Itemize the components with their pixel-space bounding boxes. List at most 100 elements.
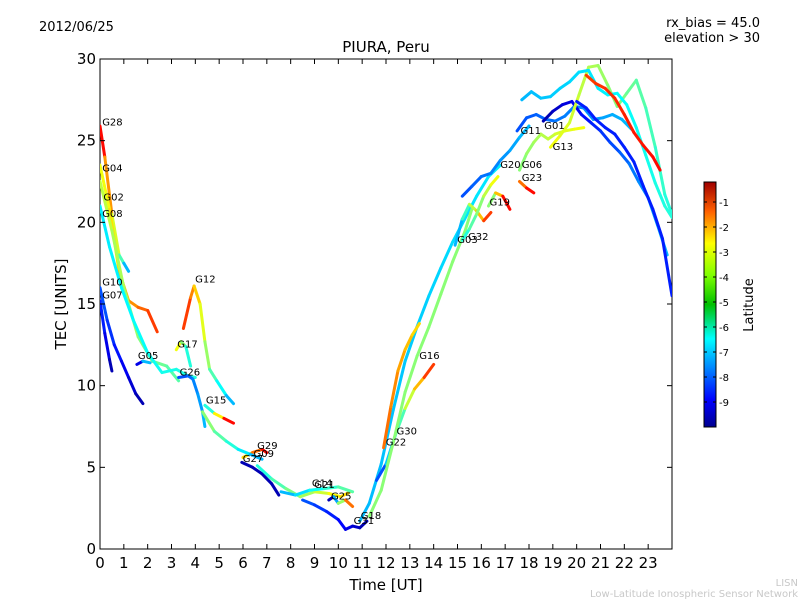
series-g24 (520, 68, 672, 219)
series-segment (544, 117, 557, 123)
series-g10 (100, 286, 145, 406)
series-segment (251, 447, 264, 455)
series-segment (103, 331, 111, 361)
series-segment (584, 106, 598, 121)
series-segment (439, 240, 455, 270)
colorbar (703, 181, 717, 428)
satellite-label-g19: G19 (490, 198, 510, 209)
series-segment (240, 460, 254, 469)
series-segment (498, 149, 512, 162)
series-segment (336, 485, 355, 494)
satellite-label-g10: G10 (102, 278, 122, 289)
series-segment (482, 211, 493, 223)
x-tick-label: 4 (191, 554, 201, 572)
series-segment (632, 131, 645, 148)
series-segment (403, 333, 414, 352)
series-segment (358, 519, 369, 530)
series-segment (117, 253, 126, 265)
series-segment (599, 129, 612, 144)
series-segment (615, 91, 629, 107)
series-segment (489, 158, 502, 175)
series-segment (224, 439, 240, 451)
y-tick-label: 25 (77, 132, 96, 150)
series-segment (160, 367, 178, 375)
x-tick-label: 8 (286, 554, 296, 572)
series-segment (108, 358, 114, 373)
satellite-label-g29: G29 (257, 441, 277, 452)
satellite-label-g21: G21 (314, 480, 334, 491)
series-segment (558, 80, 571, 90)
series-segment (572, 126, 586, 131)
series-g16 (367, 207, 474, 518)
series-segment (165, 364, 181, 383)
series-segment (553, 114, 567, 123)
series-segment (653, 181, 667, 208)
series-segment (622, 145, 636, 164)
satellite-label-g26: G26 (180, 368, 200, 379)
series-segment (594, 117, 607, 130)
series-segment (236, 447, 252, 456)
x-tick-label: 23 (639, 554, 658, 572)
series-segment (603, 86, 617, 100)
series-segment (568, 93, 581, 125)
x-tick-label: 9 (310, 554, 320, 572)
series-segment (422, 362, 436, 379)
satellite-label-g31: G31 (354, 516, 374, 527)
series-segment (181, 296, 193, 330)
series-g32 (460, 175, 500, 242)
series-segment (127, 299, 140, 309)
satellite-label-g06: G06 (522, 160, 542, 171)
series-segment (489, 175, 500, 187)
series-segment (136, 305, 150, 312)
series-segment (601, 113, 614, 120)
series-segment (198, 302, 207, 344)
series-segment (613, 132, 626, 149)
series-segment (313, 490, 331, 495)
colorbar-tick-label: -3 (719, 248, 729, 259)
series-segment (558, 121, 571, 138)
series-segment (344, 498, 355, 508)
series-segment (260, 447, 269, 455)
y-tick-label: 5 (86, 458, 96, 476)
series-segment (508, 135, 521, 152)
series-segment (467, 202, 479, 213)
series-segment (439, 260, 455, 296)
x-tick-label: 1 (119, 554, 129, 572)
series-segment (539, 95, 552, 100)
series-segment (203, 340, 212, 371)
series-segment (403, 354, 419, 394)
series-segment (110, 212, 121, 257)
series-layer (100, 64, 672, 531)
satellite-label-g07: G07 (102, 291, 122, 302)
series-g07 (100, 299, 114, 373)
series-segment (596, 86, 610, 97)
series-segment (146, 309, 159, 334)
series-segment (100, 180, 114, 232)
series-g_eve2 (584, 73, 662, 172)
series-segment (358, 501, 371, 523)
satellite-label-g11: G11 (521, 126, 541, 137)
series-segment (120, 286, 135, 322)
series-segment (651, 155, 662, 172)
x-tick-label: 7 (262, 554, 272, 572)
series-segment (324, 509, 340, 522)
series-segment (584, 73, 598, 85)
y-tick-label: 0 (86, 540, 96, 558)
satellite-label-g18: G18 (361, 511, 381, 522)
y-tick-label: 15 (77, 295, 96, 313)
series-segment (575, 100, 588, 110)
x-tick-label: 13 (400, 554, 419, 572)
series-segment (627, 162, 641, 183)
series-segment (248, 452, 264, 461)
series-segment (174, 340, 183, 352)
series-segment (625, 78, 638, 95)
series-segment (487, 191, 498, 208)
series-g15 (203, 403, 235, 425)
series-segment (551, 103, 564, 113)
series-segment (396, 348, 407, 373)
series-g12 (181, 284, 235, 406)
series-segment (518, 124, 531, 139)
series-segment (644, 153, 657, 185)
series-segment (596, 64, 610, 87)
series-segment (651, 207, 664, 241)
